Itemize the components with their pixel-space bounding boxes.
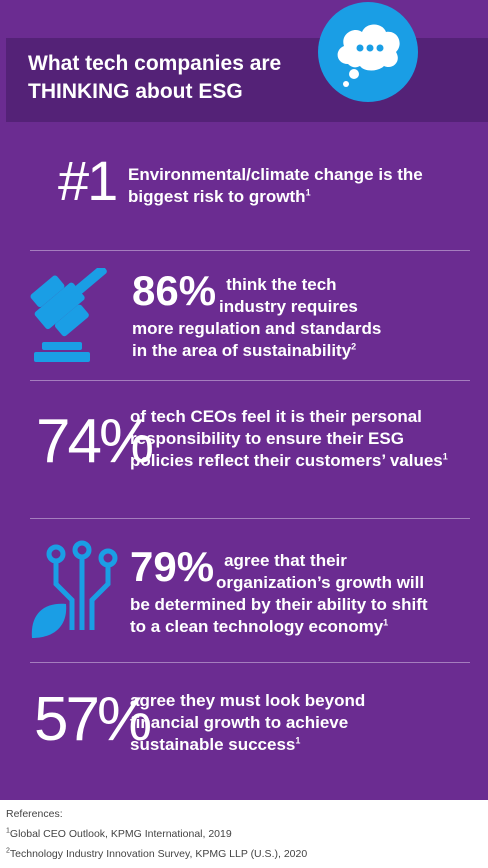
circuit-leaf-icon (26, 540, 122, 640)
stat-text-3: of tech CEOs feel it is their personal r… (130, 407, 448, 470)
stat-text-5: agree they must look beyond financial gr… (130, 691, 366, 754)
page-title: What tech companies are THINKING about E… (28, 52, 282, 103)
stat-text-4: 79% agree that their organization’s growt… (130, 543, 428, 637)
reference-item: 2Technology Industry Innovation Survey, … (6, 847, 308, 861)
infographic-panel (0, 0, 488, 800)
stat-value-5: 57% (34, 685, 152, 754)
stat-value-3: 74% (36, 407, 154, 476)
stat-text-1: Environmental/climate change is the bigg… (128, 165, 423, 206)
references-heading: References: (6, 808, 63, 820)
stat-text-2: 86% think the tech industry requires more… (132, 267, 382, 361)
references: References: 1Global CEO Outlook, KPMG In… (6, 804, 307, 864)
divider (30, 380, 470, 381)
divider (30, 518, 470, 519)
reference-item: 1Global CEO Outlook, KPMG International,… (6, 827, 232, 841)
divider (30, 662, 470, 663)
stat-value-1: #1 (58, 149, 118, 212)
thought-bubble-icon (318, 2, 418, 102)
divider (30, 250, 470, 251)
gavel-icon (28, 265, 108, 364)
